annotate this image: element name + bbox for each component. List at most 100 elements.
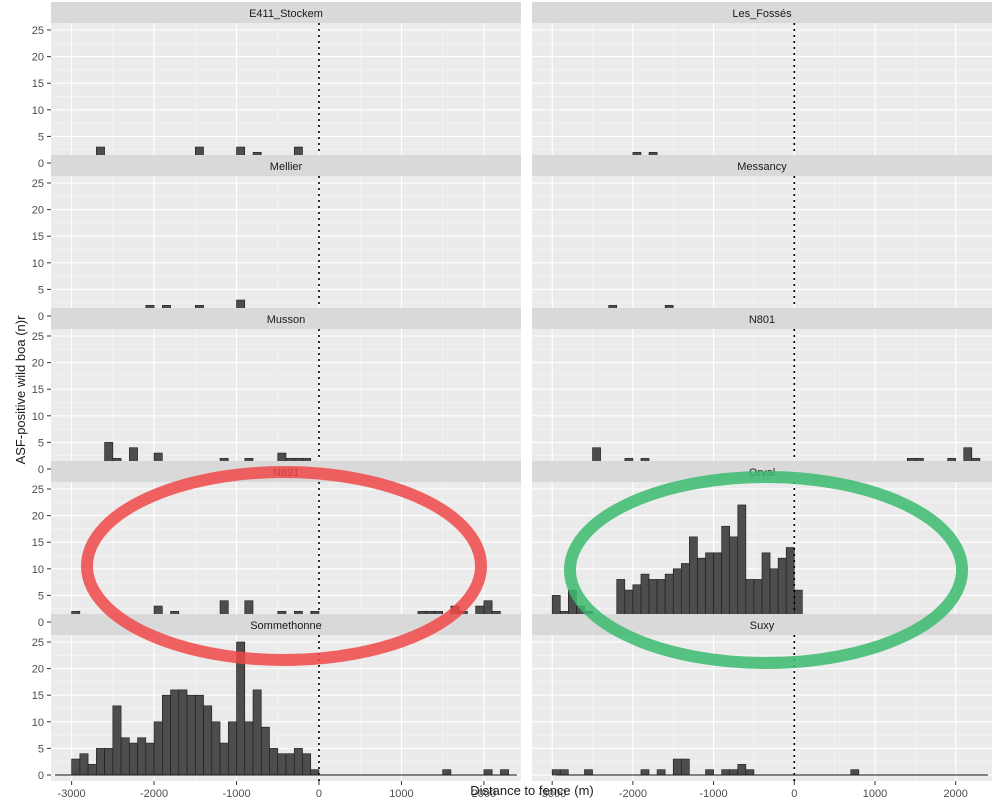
- x-axis-title: Distance to fence (m): [470, 783, 594, 798]
- x-tick-label: -2000: [140, 788, 168, 800]
- histogram-bar: [203, 705, 213, 776]
- facet-strip-les-foss-s: [532, 2, 992, 23]
- green-highlight-ellipse: [564, 471, 968, 669]
- histogram-bar: [697, 557, 706, 623]
- y-tick-label: 20: [32, 358, 44, 370]
- y-tick-label: 20: [32, 205, 44, 217]
- histogram-bar: [850, 769, 860, 776]
- x-tick-label: 2000: [943, 788, 967, 800]
- facet-title-mellier: Mellier: [270, 161, 303, 173]
- histogram-bar: [729, 769, 739, 776]
- facet-panel-mellier: [51, 176, 521, 322]
- y-tick-label: 20: [32, 511, 44, 523]
- y-tick-label: 25: [32, 484, 44, 496]
- histogram-bar: [170, 689, 180, 776]
- histogram-bar: [442, 769, 452, 776]
- histogram-bar: [153, 721, 163, 776]
- y-tick-label: 15: [32, 537, 44, 549]
- histogram-bar: [112, 705, 122, 776]
- histogram-bar: [737, 764, 747, 776]
- histogram-bar: [162, 694, 171, 776]
- histogram-bar: [761, 552, 771, 623]
- histogram-bar: [104, 748, 114, 776]
- facet-strip-musson: [51, 308, 521, 329]
- histogram-bar: [713, 552, 722, 623]
- x-tick-label: 0: [791, 788, 797, 800]
- histogram-bar: [559, 769, 569, 776]
- y-tick-label: 15: [32, 690, 44, 702]
- histogram-bar: [244, 721, 254, 776]
- histogram-bar: [129, 742, 138, 776]
- y-tick-label: 10: [32, 564, 44, 576]
- y-tick-label: 5: [38, 743, 44, 755]
- y-tick-label: 0: [38, 464, 44, 476]
- facet-strip-suxy: [532, 614, 992, 635]
- histogram-bar: [745, 769, 755, 776]
- histogram-bar: [227, 721, 237, 776]
- histogram-bar: [71, 758, 81, 776]
- y-tick-label: 10: [32, 411, 44, 423]
- facet-strip-mellier: [51, 155, 521, 176]
- facet-title-musson: Musson: [267, 314, 306, 326]
- histogram-bar: [721, 525, 731, 623]
- histogram-bar: [293, 748, 303, 776]
- facet-title-n801: N801: [749, 314, 775, 326]
- y-tick-label: 10: [32, 258, 44, 270]
- histogram-bar: [551, 769, 561, 776]
- y-tick-label: 10: [32, 717, 44, 729]
- histogram-bar: [680, 563, 690, 623]
- histogram-bar: [584, 769, 593, 776]
- red-highlight-ellipse: [81, 466, 487, 666]
- y-tick-label: 15: [32, 231, 44, 243]
- histogram-bar: [777, 557, 787, 623]
- x-tick-label: 2000: [472, 788, 496, 800]
- y-axis-title: ASF-positive wild boa (n)r: [13, 315, 28, 464]
- y-tick-label: 25: [32, 178, 44, 190]
- facet-panel-messancy: [532, 176, 992, 322]
- histogram-bar: [302, 753, 312, 776]
- histogram-bar: [785, 547, 795, 623]
- histogram-bar: [656, 769, 666, 776]
- y-tick-label: 5: [38, 284, 44, 296]
- x-tick-label: -3000: [58, 788, 86, 800]
- facet-strip-messancy: [532, 155, 992, 176]
- y-tick-label: 0: [38, 158, 44, 170]
- facet-panel-n891: [51, 482, 521, 628]
- histogram-bar: [672, 758, 682, 776]
- histogram-bar: [500, 769, 509, 776]
- histogram-bar: [219, 742, 229, 776]
- y-tick-label: 20: [32, 52, 44, 64]
- histogram-bar: [721, 769, 731, 776]
- y-tick-label: 15: [32, 384, 44, 396]
- y-tick-label: 5: [38, 590, 44, 602]
- histogram-bar: [680, 758, 690, 776]
- histogram-bar: [285, 753, 295, 776]
- histogram-bar: [96, 748, 105, 776]
- y-tick-label: 0: [38, 617, 44, 629]
- y-tick-label: 0: [38, 770, 44, 782]
- y-tick-label: 25: [32, 331, 44, 343]
- x-tick-label: -1000: [222, 788, 250, 800]
- facet-title-messancy: Messancy: [737, 161, 787, 173]
- y-tick-label: 25: [32, 637, 44, 649]
- histogram-bar: [211, 721, 221, 776]
- histogram-bar: [483, 769, 493, 776]
- histogram-bar: [310, 769, 320, 776]
- histogram-bar: [194, 694, 204, 776]
- facet-strip-sommethonne: [51, 614, 521, 635]
- histogram-bar: [277, 753, 287, 776]
- histogram-bar: [260, 726, 270, 776]
- x-tick-label: -1000: [700, 788, 728, 800]
- facet-panel-suxy: [532, 635, 992, 781]
- facet-panel-e411-stockem: [51, 23, 521, 169]
- histogram-bar: [137, 737, 147, 776]
- histogram-bar: [705, 769, 714, 776]
- histogram-bar: [737, 504, 747, 623]
- facet-title-e411-stockem: E411_Stockem: [249, 8, 323, 20]
- histogram-bar: [120, 737, 130, 776]
- histogram-bar: [689, 536, 698, 623]
- y-tick-label: 25: [32, 25, 44, 37]
- histogram-bar: [186, 694, 196, 776]
